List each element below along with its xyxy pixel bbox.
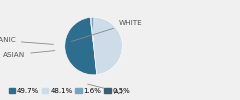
Wedge shape bbox=[94, 17, 122, 75]
Text: A.I.: A.I. bbox=[88, 84, 125, 95]
Text: HISPANIC: HISPANIC bbox=[0, 37, 53, 44]
Wedge shape bbox=[91, 17, 94, 46]
Legend: 49.7%, 48.1%, 1.6%, 0.5%: 49.7%, 48.1%, 1.6%, 0.5% bbox=[6, 85, 133, 96]
Text: ASIAN: ASIAN bbox=[3, 51, 55, 58]
Wedge shape bbox=[65, 17, 97, 75]
Text: WHITE: WHITE bbox=[71, 20, 143, 42]
Wedge shape bbox=[90, 17, 94, 46]
